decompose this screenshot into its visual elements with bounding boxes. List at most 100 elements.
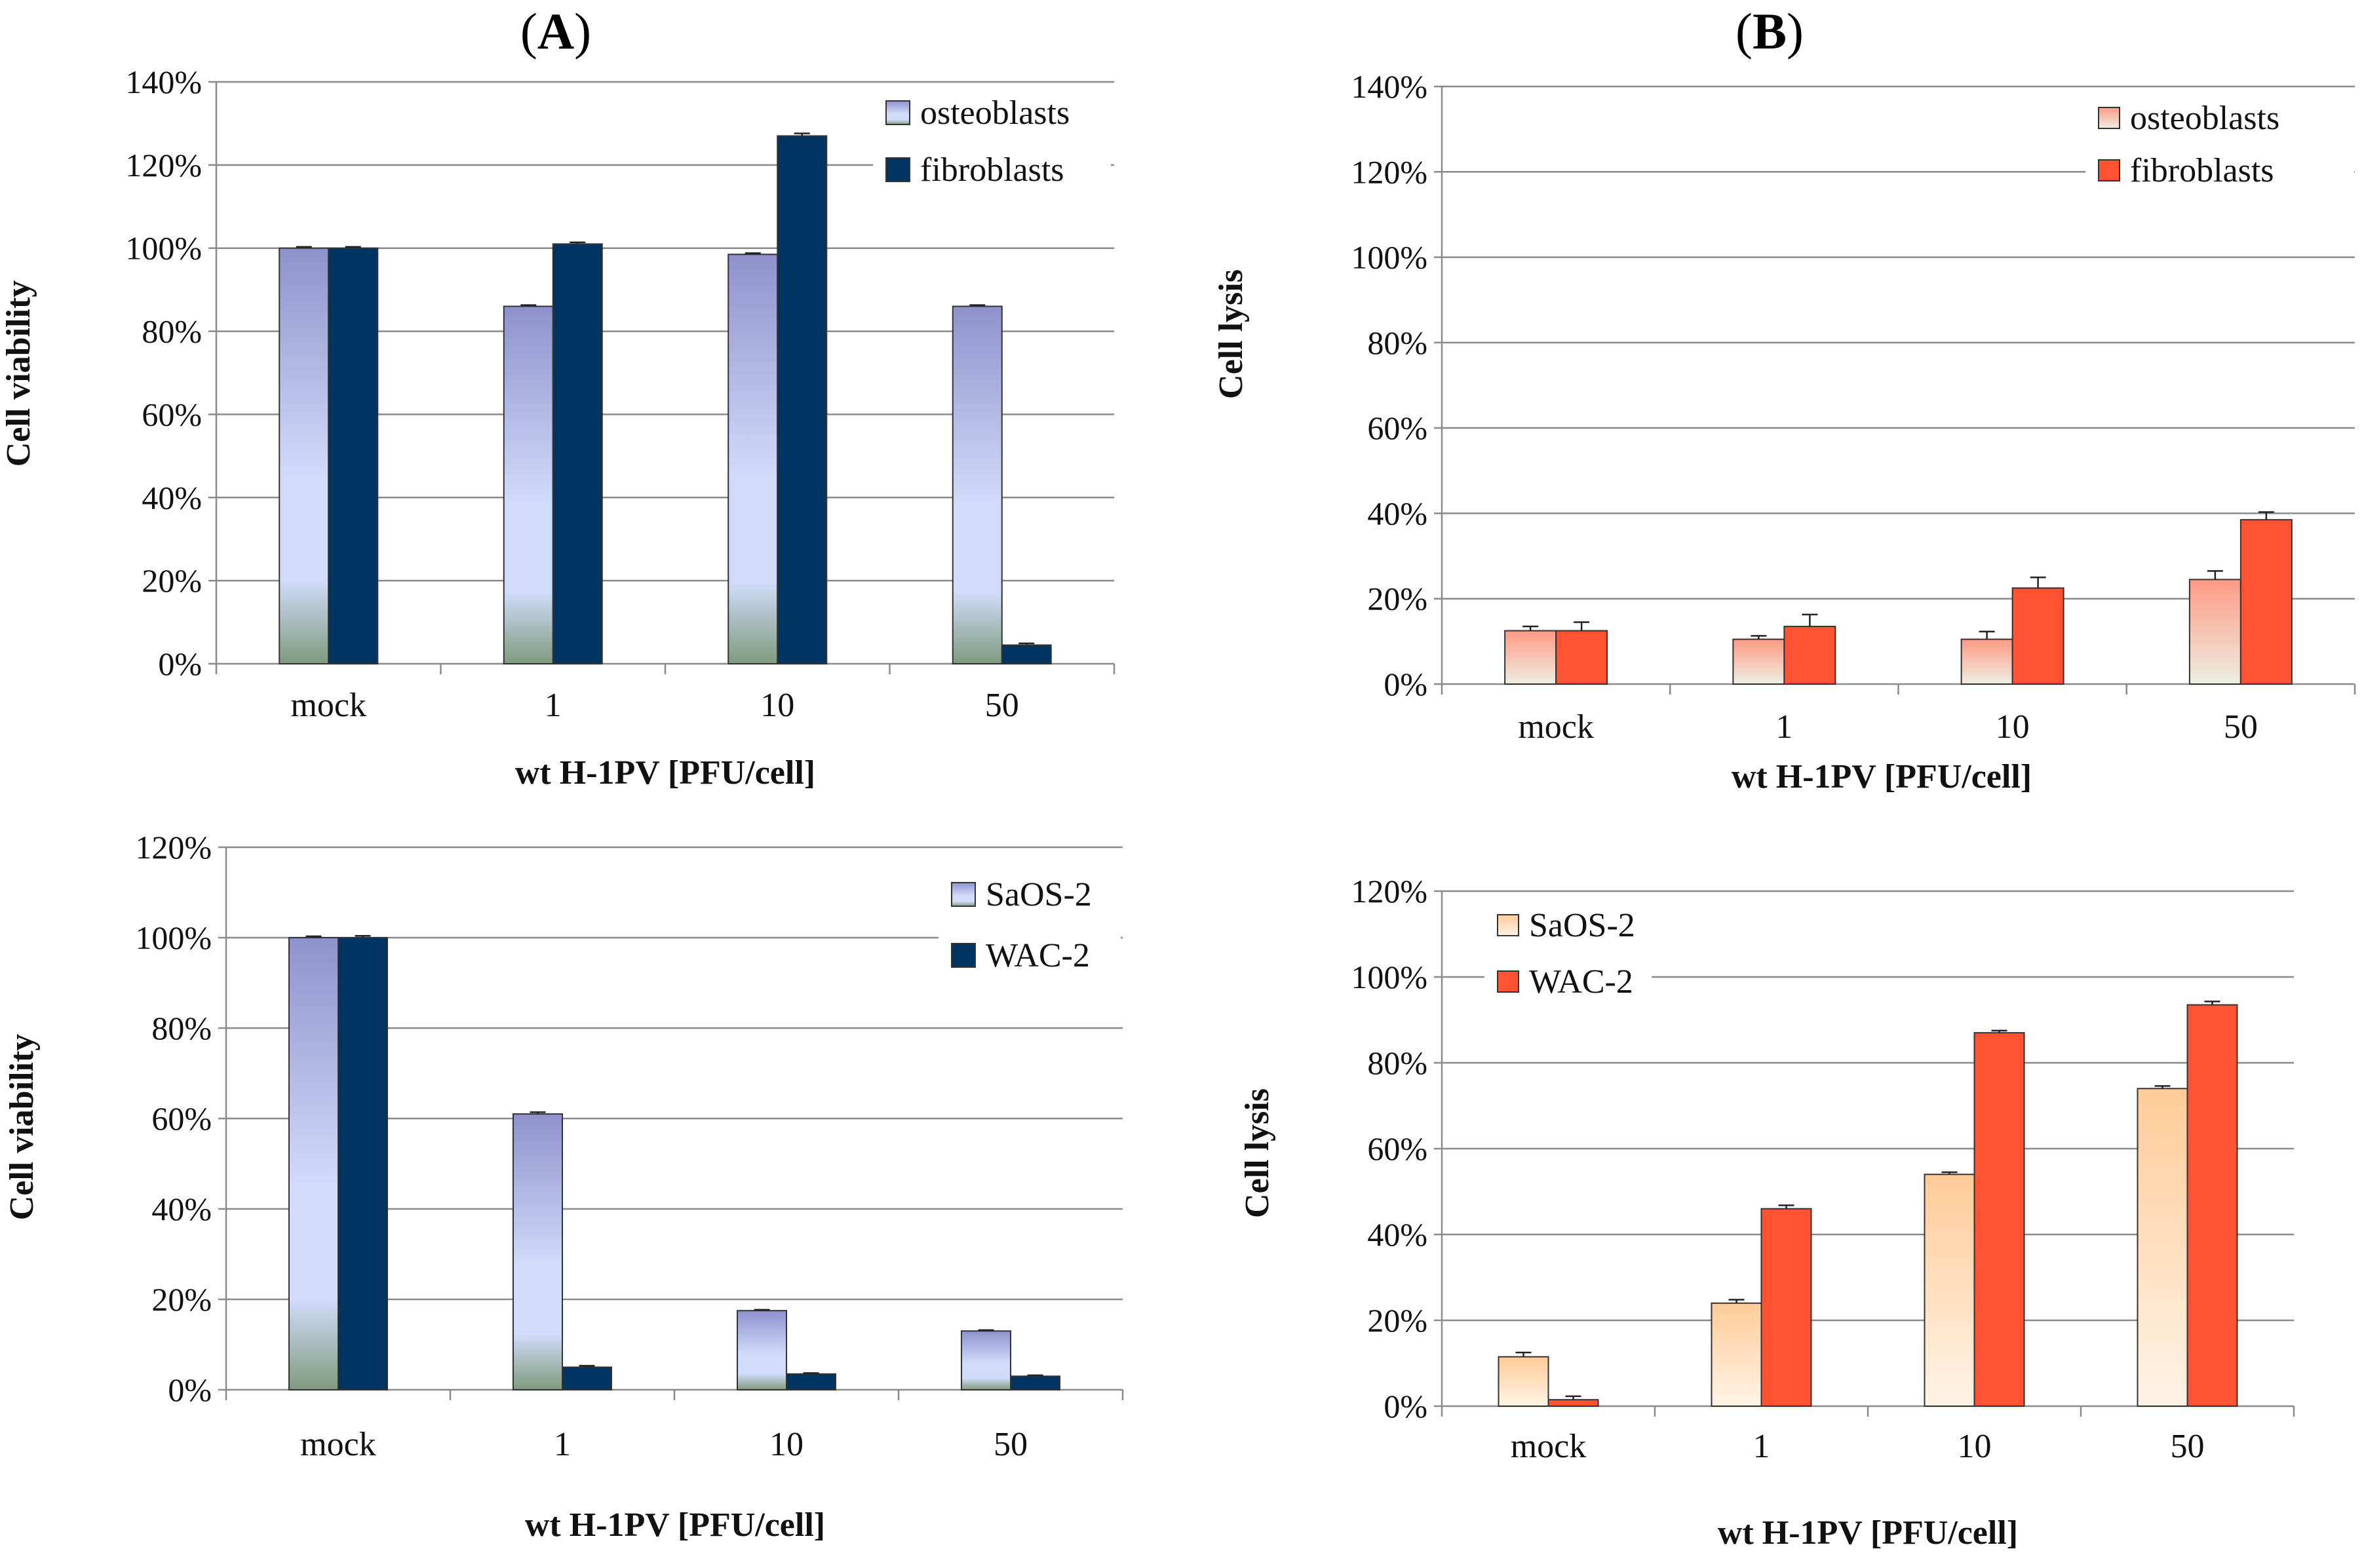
bar-fibroblasts-50 bbox=[2239, 519, 2293, 685]
bar-fibroblasts-mock bbox=[328, 247, 379, 664]
legend-swatch bbox=[1497, 914, 1519, 936]
x-tick-label: 1 bbox=[1775, 708, 1792, 746]
x-axis-title: wt H-1PV [PFU/cell] bbox=[1718, 1514, 2018, 1552]
x-tick-label: 10 bbox=[769, 1426, 804, 1463]
legend-background bbox=[2085, 98, 2354, 216]
x-tick-label: 1 bbox=[545, 687, 562, 724]
bar-wac-2-1 bbox=[562, 1366, 612, 1390]
legend-label: WAC-2 bbox=[986, 937, 1090, 974]
bar-saos-2-1 bbox=[1711, 1302, 1762, 1407]
x-axis-title: wt H-1PV [PFU/cell] bbox=[525, 1506, 825, 1544]
legend-swatch bbox=[951, 943, 976, 968]
bar-wac-2-mock bbox=[338, 937, 388, 1390]
legend-label: SaOS-2 bbox=[986, 876, 1092, 913]
legend-swatch bbox=[951, 882, 976, 907]
x-axis-title: wt H-1PV [PFU/cell] bbox=[1732, 758, 2032, 795]
bar-fibroblasts-50 bbox=[1001, 644, 1052, 665]
x-tick-label: 1 bbox=[1753, 1428, 1770, 1465]
bar-fibroblasts-10 bbox=[777, 135, 828, 664]
bar-wac-2-50 bbox=[2186, 1004, 2238, 1407]
y-tick-label: 0% bbox=[168, 1371, 212, 1408]
y-tick-label: 140% bbox=[1351, 68, 1427, 105]
y-tick-label: 120% bbox=[135, 829, 212, 866]
legend-label: SaOS-2 bbox=[1529, 907, 1635, 944]
x-tick-label: mock bbox=[1511, 1428, 1587, 1465]
bar-saos-2-50 bbox=[961, 1330, 1011, 1391]
chart-a1: 0% 20% 40% 60% 80% 100% 120% 140% mock 1 10 50 osteo… bbox=[0, 64, 1115, 792]
y-tick-label: 20% bbox=[1367, 581, 1427, 617]
bar-osteoblasts-1 bbox=[503, 305, 554, 664]
y-tick-label: 100% bbox=[1351, 239, 1427, 276]
legend-label: fibroblasts bbox=[2130, 152, 2274, 189]
bar-osteoblasts-mock bbox=[1504, 630, 1557, 685]
legend-swatch bbox=[2098, 159, 2120, 182]
x-tick-label: 10 bbox=[1958, 1428, 1992, 1465]
y-tick-label: 80% bbox=[1367, 324, 1427, 361]
y-tick-label: 40% bbox=[1367, 1216, 1427, 1253]
y-tick-label: 40% bbox=[142, 479, 202, 516]
x-tick-label: 50 bbox=[2224, 708, 2258, 746]
x-tick-label: mock bbox=[1518, 708, 1594, 746]
bar-wac-2-10 bbox=[1973, 1032, 2025, 1407]
bar-osteoblasts-50 bbox=[952, 305, 1003, 664]
x-tick-label: 10 bbox=[760, 687, 794, 724]
y-tick-label: 0% bbox=[1384, 666, 1427, 702]
bar-saos-2-10 bbox=[1924, 1174, 1975, 1407]
legend-swatch bbox=[1497, 970, 1519, 993]
y-axis-title: Cell lysis bbox=[1239, 1088, 1276, 1218]
panel-label-b-open: ( bbox=[1735, 3, 1753, 60]
y-tick-label: 120% bbox=[1351, 153, 1427, 190]
y-tick-label: 60% bbox=[142, 396, 202, 432]
bar-osteoblasts-10 bbox=[1960, 638, 2013, 685]
bar-saos-2-10 bbox=[737, 1310, 787, 1390]
bar-fibroblasts-mock bbox=[1555, 630, 1608, 685]
bar-wac-2-10 bbox=[786, 1373, 836, 1391]
y-tick-label: 60% bbox=[151, 1100, 212, 1137]
bar-wac-2-1 bbox=[1760, 1208, 1812, 1407]
panel-label-b-letter: B bbox=[1752, 3, 1787, 60]
x-tick-label: mock bbox=[290, 687, 366, 724]
y-tick-label: 40% bbox=[1367, 495, 1427, 531]
bar-fibroblasts-10 bbox=[2011, 587, 2064, 685]
legend-label: fibroblasts bbox=[920, 151, 1064, 189]
y-tick-label: 20% bbox=[151, 1281, 212, 1318]
y-tick-label: 20% bbox=[1367, 1302, 1427, 1339]
bar-saos-2-50 bbox=[2137, 1088, 2188, 1407]
x-tick-label: 50 bbox=[994, 1426, 1028, 1463]
y-axis-title: Cell lysis bbox=[1212, 269, 1250, 399]
bar-saos-2-1 bbox=[513, 1113, 563, 1390]
legend-label: osteoblasts bbox=[920, 94, 1070, 132]
bar-osteoblasts-50 bbox=[2188, 579, 2241, 685]
y-tick-label: 140% bbox=[125, 64, 202, 100]
bar-fibroblasts-1 bbox=[552, 243, 603, 665]
panel-label-a-open: ( bbox=[520, 3, 537, 60]
x-tick-label: 10 bbox=[1996, 708, 2030, 746]
x-tick-label: 1 bbox=[554, 1426, 571, 1463]
y-tick-label: 120% bbox=[1351, 873, 1427, 909]
panel-label-a: (A) bbox=[490, 0, 621, 62]
legend-swatch bbox=[885, 100, 910, 125]
legend-swatch bbox=[2098, 107, 2120, 129]
panel-label-a-close: ) bbox=[574, 3, 592, 60]
bar-wac-2-50 bbox=[1010, 1375, 1060, 1391]
y-tick-label: 80% bbox=[142, 313, 202, 350]
y-tick-label: 40% bbox=[151, 1191, 212, 1227]
y-tick-label: 80% bbox=[151, 1010, 212, 1046]
y-axis-title: Cell viability bbox=[3, 1034, 41, 1221]
legend-label: WAC-2 bbox=[1529, 963, 1633, 1001]
chart-b2: 0% 20% 40% 60% 80% 100% 120% mock 1 10 50 SaOS-2 WAC… bbox=[1239, 873, 2295, 1552]
y-tick-label: 100% bbox=[125, 230, 202, 267]
x-axis-title: wt H-1PV [PFU/cell] bbox=[515, 754, 815, 792]
bar-osteoblasts-1 bbox=[1732, 638, 1785, 685]
bar-wac-2-mock bbox=[1547, 1399, 1599, 1407]
bar-fibroblasts-1 bbox=[1783, 626, 1836, 685]
panel-label-b-close: ) bbox=[1787, 3, 1804, 60]
y-tick-label: 0% bbox=[1384, 1388, 1427, 1425]
y-tick-label: 60% bbox=[1367, 1130, 1427, 1167]
y-axis-title: Cell viability bbox=[0, 280, 37, 467]
bar-osteoblasts-10 bbox=[727, 254, 779, 664]
chart-b1: 0% 20% 40% 60% 80% 100% 120% 140% mock 1 10 50 osteo… bbox=[1212, 68, 2356, 795]
y-tick-label: 100% bbox=[1351, 959, 1427, 995]
y-tick-label: 20% bbox=[142, 562, 202, 599]
y-tick-label: 100% bbox=[135, 919, 212, 956]
